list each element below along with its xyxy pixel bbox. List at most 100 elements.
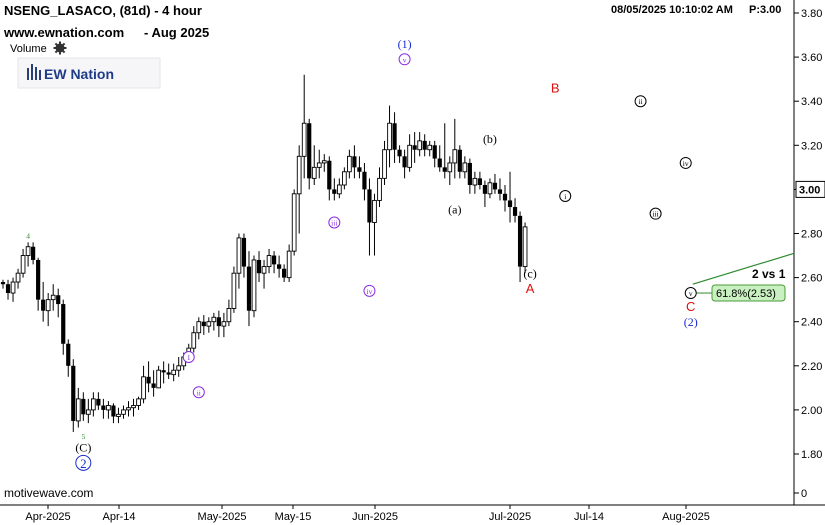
candle xyxy=(307,118,312,190)
candle xyxy=(81,392,86,421)
candle xyxy=(231,266,237,313)
wave-label: C xyxy=(686,299,695,314)
candle xyxy=(277,255,282,278)
candle xyxy=(412,132,417,163)
price-readout: P:3.00 xyxy=(749,4,781,16)
candle xyxy=(332,178,337,201)
candle xyxy=(106,401,111,419)
candle xyxy=(442,123,447,179)
y-tick-label: 3.60 xyxy=(801,52,822,64)
trendline xyxy=(692,252,795,285)
candle xyxy=(497,178,503,201)
candle xyxy=(91,392,96,417)
candle xyxy=(266,248,272,274)
candle xyxy=(136,396,141,410)
candle xyxy=(5,279,11,300)
logo-text: EW Nation xyxy=(44,66,114,82)
candle xyxy=(311,145,317,185)
overlays: 2 vs 161.8%(2.53)45(C)21iiiiiiv(1)v(a)(b… xyxy=(26,37,795,471)
current-price-label: 3.00 xyxy=(799,184,820,196)
candle xyxy=(176,356,182,377)
time-axis-labels: Apr-2025 Apr-14 May-2025 May-15 Jun-2025 Jul-… xyxy=(25,505,710,523)
y-tick-label: 2.20 xyxy=(801,361,822,373)
y-tick-label: 3.40 xyxy=(801,96,822,108)
y-tick-label: 3.80 xyxy=(801,8,822,20)
svg-text:v: v xyxy=(403,55,407,64)
candle xyxy=(101,398,106,419)
candle xyxy=(422,134,427,157)
candle xyxy=(387,105,392,168)
gear-icon[interactable] xyxy=(53,41,67,55)
candle xyxy=(201,315,206,335)
candle xyxy=(50,284,56,311)
candle xyxy=(372,193,377,256)
candle xyxy=(36,257,41,311)
date-label: - Aug 2025 xyxy=(144,25,209,40)
candle xyxy=(296,145,302,234)
svg-text:iv: iv xyxy=(683,159,689,168)
candle xyxy=(116,407,121,424)
wave-label: (b) xyxy=(483,132,497,146)
candle xyxy=(482,180,488,208)
candle xyxy=(357,156,362,179)
candle xyxy=(347,149,352,179)
candle xyxy=(221,312,227,338)
candle xyxy=(236,233,242,289)
wave-label: B xyxy=(551,81,560,96)
candle xyxy=(457,145,462,179)
candle xyxy=(156,365,161,389)
candle xyxy=(447,156,453,185)
wave-label: iii xyxy=(649,207,662,220)
wave-label: 1 xyxy=(182,350,195,363)
candle xyxy=(291,189,297,256)
candle xyxy=(256,251,262,283)
candle xyxy=(166,363,171,380)
price-axis-labels: 3.80 3.60 3.40 3.20 3.00 2.80 2.60 2.40 2.20 2.00… xyxy=(794,8,825,500)
candle xyxy=(301,74,307,179)
y-tick-label: 1.80 xyxy=(801,449,822,461)
svg-text:ii: ii xyxy=(197,388,201,397)
candle xyxy=(522,222,528,274)
candle xyxy=(96,392,101,410)
svg-text:(2): (2) xyxy=(684,315,698,329)
candle xyxy=(161,361,166,384)
wave-label: (C) xyxy=(75,441,91,455)
candle xyxy=(20,248,26,278)
candle xyxy=(151,370,156,397)
candle xyxy=(467,158,472,194)
svg-text:i: i xyxy=(564,192,566,201)
svg-text:(c): (c) xyxy=(523,266,536,280)
candle xyxy=(31,242,36,265)
y-tick-label: 2.00 xyxy=(801,405,822,417)
logo: EW Nation xyxy=(17,57,161,89)
candle xyxy=(56,288,61,318)
footer-watermark: motivewave.com xyxy=(4,486,93,500)
wave-label: v xyxy=(684,287,697,300)
svg-text:4: 4 xyxy=(26,231,30,240)
candle xyxy=(342,167,347,190)
volume-label: Volume xyxy=(10,43,47,55)
candle xyxy=(327,156,332,201)
candle xyxy=(75,387,81,428)
svg-text:5: 5 xyxy=(81,432,85,441)
trendline-label: 2 vs 1 xyxy=(752,267,786,281)
svg-text:A: A xyxy=(526,281,535,296)
candle xyxy=(502,184,508,212)
wave-label: 5 xyxy=(81,432,85,441)
candle xyxy=(211,312,217,331)
candle xyxy=(321,154,327,172)
candle xyxy=(487,178,493,199)
candle xyxy=(41,282,46,322)
candle xyxy=(0,279,6,289)
candle xyxy=(377,167,382,208)
candle xyxy=(507,171,513,223)
wave-label: ii xyxy=(634,95,647,108)
svg-text:B: B xyxy=(551,81,560,96)
candle xyxy=(10,277,16,302)
svg-text:iii: iii xyxy=(331,218,337,227)
current-price-box xyxy=(795,180,825,198)
y-tick-label: 0 xyxy=(801,488,807,500)
timestamp: 08/05/2025 10:10:02 AM xyxy=(611,4,733,16)
candle xyxy=(66,339,71,377)
